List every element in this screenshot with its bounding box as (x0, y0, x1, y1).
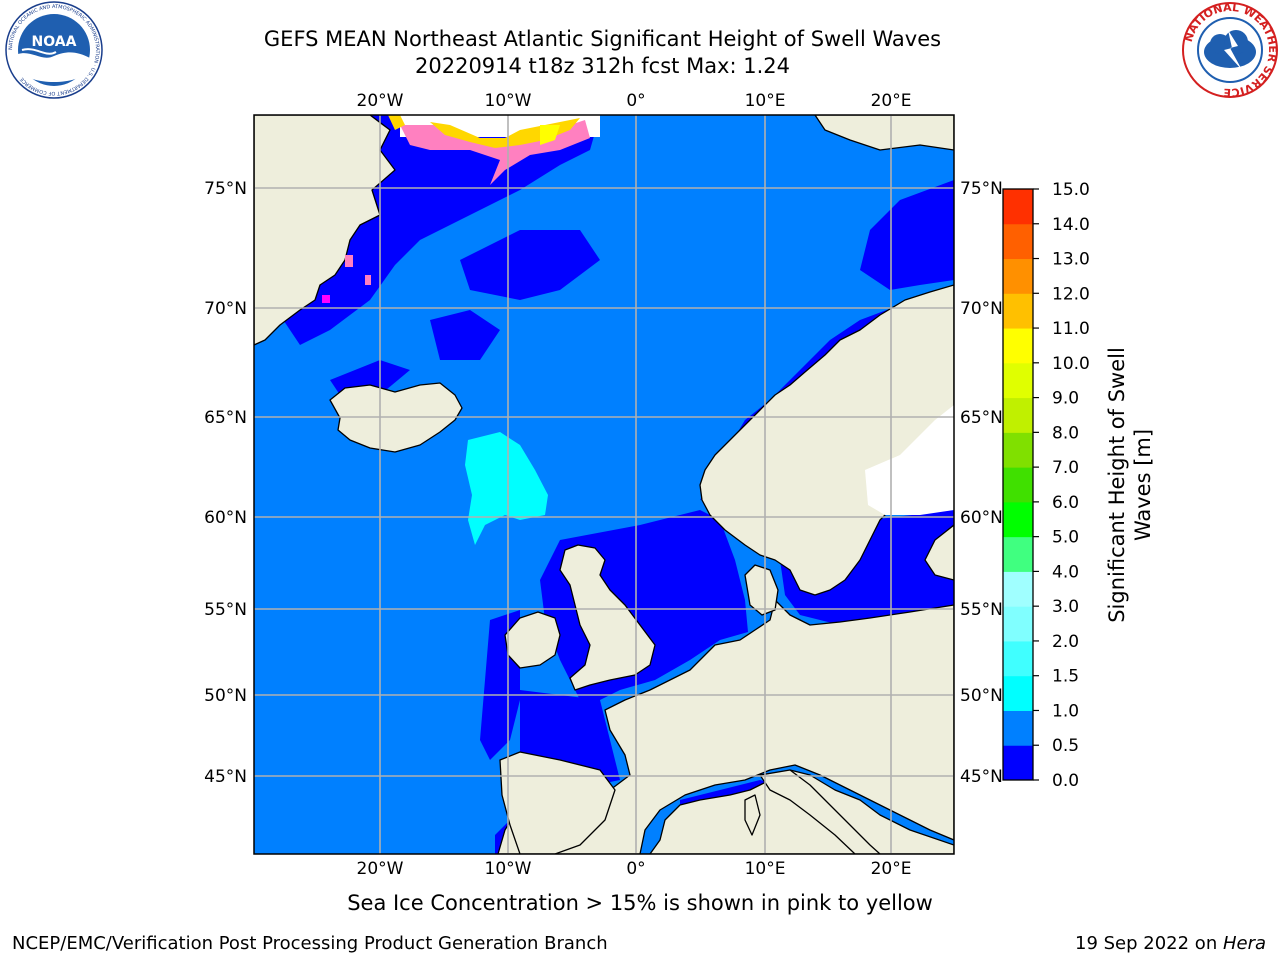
colorbar-frame (1002, 188, 1034, 781)
map-frame (253, 114, 955, 855)
lon-label-20e-top: 20°E (871, 91, 912, 111)
noaa-logo-icon: NOAA NATIONAL OCEANIC AND ATMOSPHERIC AD… (5, 1, 103, 99)
lat-label-65n-right: 65°N (960, 408, 1003, 428)
lon-label-10w-bottom: 10°W (485, 859, 532, 879)
colorbar-segment (1003, 536, 1033, 572)
colorbar-tick-label: 2.0 (1052, 632, 1079, 652)
colorbar-segment (1003, 640, 1033, 677)
lat-label-45n-right: 45°N (960, 767, 1003, 787)
colorbar-tick-label: 1.5 (1052, 667, 1079, 687)
lon-label-0-bottom: 0° (626, 859, 645, 879)
svg-text:NOAA: NOAA (32, 34, 77, 50)
sea-ice (322, 115, 600, 303)
no-data-area (865, 405, 954, 515)
lon-label-20w-bottom: 20°W (357, 859, 404, 879)
colorbar-segment (1003, 467, 1033, 503)
colorbar-tick-label: 3.0 (1052, 597, 1079, 617)
colorbar-tick-label: 5.0 (1052, 528, 1079, 548)
graticule (254, 115, 954, 854)
footer-host: Hera (1222, 933, 1266, 954)
colorbar-label: Significant Height of Swell Waves [m] (1105, 347, 1155, 623)
lat-label-70n-right: 70°N (960, 299, 1003, 319)
colorbar-tick-label: 8.0 (1052, 423, 1079, 443)
footer-date-text: 19 Sep 2022 on (1075, 933, 1223, 954)
colorbar-segment (1003, 571, 1033, 607)
lat-labels-left: 75°N 70°N 65°N 60°N 55°N 50°N 45°N (204, 179, 247, 787)
colorbar-tick-label: 1.0 (1052, 701, 1079, 721)
lat-label-55n-left: 55°N (204, 600, 247, 620)
colorbar-tick-label: 7.0 (1052, 458, 1079, 478)
lon-label-20w-top: 20°W (357, 91, 404, 111)
colorbar-segment (1003, 189, 1033, 225)
lon-labels-bottom: 20°W 10°W 0° 10°E 20°E (357, 859, 912, 879)
colorbar-tick-label: 10.0 (1052, 354, 1090, 374)
colorbar-segment (1003, 745, 1033, 781)
footer-branch: NCEP/EMC/Verification Post Processing Pr… (12, 933, 608, 954)
colorbar-segment (1003, 258, 1033, 294)
lon-label-10e-bottom: 10°E (745, 859, 786, 879)
lon-label-10e-top: 10°E (745, 91, 786, 111)
chart-title: GEFS MEAN Northeast Atlantic Significant… (263, 27, 942, 51)
colorbar-tick-label: 6.0 (1052, 493, 1079, 513)
lat-label-70n-left: 70°N (204, 299, 247, 319)
colorbar-tick-label: 9.0 (1052, 389, 1079, 409)
colorbar-tick-label: 4.0 (1052, 562, 1079, 582)
footer-date: 19 Sep 2022 on Hera (1075, 933, 1266, 954)
colorbar-segment (1003, 362, 1033, 399)
colorbar-tick-label: 0.5 (1052, 736, 1079, 756)
colorbar-segment (1003, 328, 1033, 364)
lon-label-20e-bottom: 20°E (871, 859, 912, 879)
colorbar-tick-label: 11.0 (1052, 319, 1090, 339)
colorbar-tick-label: 14.0 (1052, 215, 1090, 235)
map-area (254, 115, 954, 854)
colorbar: 0.0 0.5 1.0 1.5 2.0 3.0 4.0 5.0 6.0 7.0 8.0 9.0 10.0… (1002, 180, 1090, 791)
lat-label-75n-left: 75°N (204, 179, 247, 199)
lat-label-55n-right: 55°N (960, 600, 1003, 620)
colorbar-segment (1003, 397, 1033, 433)
sea-ice-caption: Sea Ice Concentration > 15% is shown in … (347, 891, 933, 915)
colorbar-segment (1003, 501, 1033, 538)
lat-label-50n-right: 50°N (960, 686, 1003, 706)
lat-label-65n-left: 65°N (204, 408, 247, 428)
lat-labels-right: 75°N 70°N 65°N 60°N 55°N 50°N 45°N (960, 179, 1003, 787)
colorbar-tick-label: 0.0 (1052, 771, 1079, 791)
lon-label-0-top: 0° (626, 91, 645, 111)
colorbar-tick-label: 13.0 (1052, 250, 1090, 270)
colorbar-segment (1003, 710, 1033, 746)
colorbar-segment (1003, 432, 1033, 468)
colorbar-segment (1003, 293, 1033, 329)
colorbar-segment (1003, 606, 1033, 642)
lat-label-75n-right: 75°N (960, 179, 1003, 199)
lat-label-60n-left: 60°N (204, 508, 247, 528)
nws-logo-icon: NATIONAL WEATHER SERVICE (1182, 1, 1279, 99)
colorbar-tick-label: 15.0 (1052, 180, 1090, 200)
colorbar-tick-label: 12.0 (1052, 284, 1090, 304)
colorbar-segment (1003, 223, 1033, 260)
colorbar-label-line1: Significant Height of Swell (1105, 347, 1129, 623)
lat-label-60n-right: 60°N (960, 508, 1003, 528)
chart-subtitle: 20220914 t18z 312h fcst Max: 1.24 (415, 54, 790, 78)
colorbar-segment (1003, 675, 1033, 711)
lat-label-45n-left: 45°N (204, 767, 247, 787)
colorbar-label-line2: Waves [m] (1131, 429, 1155, 541)
lon-labels-top: 20°W 10°W 0° 10°E 20°E (357, 91, 912, 111)
lat-label-50n-left: 50°N (204, 686, 247, 706)
lon-label-10w-top: 10°W (485, 91, 532, 111)
